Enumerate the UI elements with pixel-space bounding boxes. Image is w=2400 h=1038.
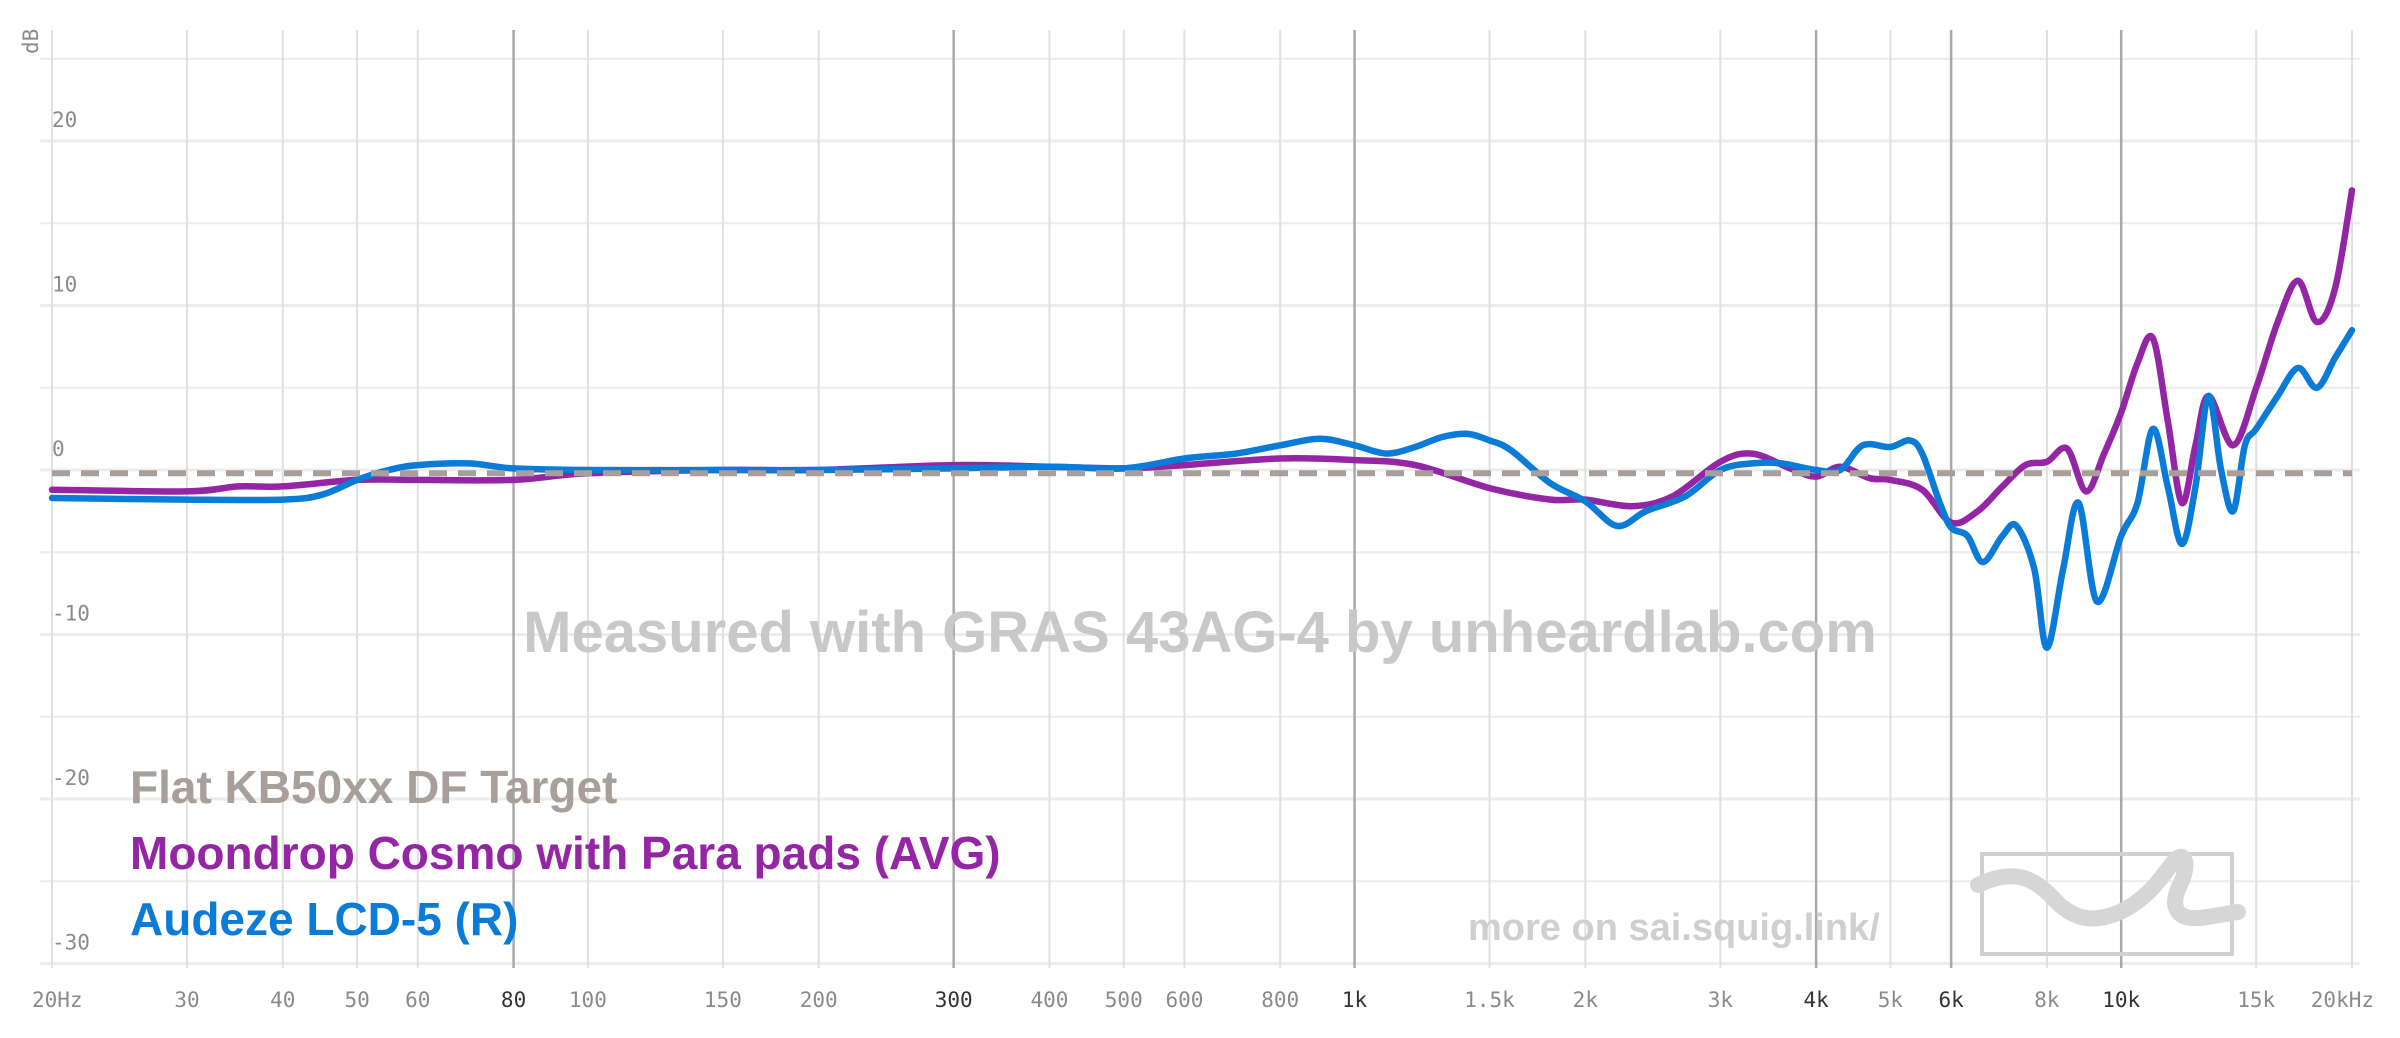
x-tick-label: 2k (1573, 988, 1599, 1012)
x-tick-label: 15k (2237, 988, 2275, 1012)
y-tick-label: -20 (52, 766, 90, 790)
x-tick-label: 1.5k (1464, 988, 1515, 1012)
legend-entry-audeze-lcd-5-r[interactable]: Audeze LCD-5 (R) (130, 893, 518, 945)
x-tick-label: 20Hz (32, 988, 83, 1012)
squiglink-logo (1970, 848, 2246, 956)
x-tick-label: 10k (2102, 988, 2140, 1012)
legend: Flat KB50xx DF Target Moondrop Cosmo with… (130, 761, 1001, 945)
x-tick-label: 300 (935, 988, 973, 1012)
x-tick-label: 40 (270, 988, 295, 1012)
x-tick-label: 200 (800, 988, 838, 1012)
footer-link-text: more on sai.squig.link/ (1468, 907, 1880, 949)
x-tick-label: 30 (174, 988, 199, 1012)
x-tick-label: 100 (569, 988, 607, 1012)
x-tick-label: 4k (1803, 988, 1829, 1012)
y-tick-label: 10 (52, 273, 77, 297)
x-tick-label: 6k (1938, 988, 1964, 1012)
x-tick-label: 600 (1165, 988, 1203, 1012)
series-lines (48, 187, 2356, 651)
x-tick-label: 20kHz (2311, 988, 2374, 1012)
x-tick-label: 5k (1878, 988, 1904, 1012)
x-tick-label: 800 (1261, 988, 1299, 1012)
x-tick-label: 500 (1105, 988, 1143, 1012)
x-tick-label: 150 (704, 988, 742, 1012)
x-tick-label: 400 (1030, 988, 1068, 1012)
x-tick-label: 3k (1708, 988, 1734, 1012)
y-tick-label: -30 (52, 931, 90, 955)
x-axis: 20Hz 30 40 50 60 80 100 150 200 300 400 500 600 800 1k… (32, 988, 2374, 1012)
y-tick-label: -10 (52, 602, 90, 626)
x-tick-label: 50 (344, 988, 369, 1012)
y-tick-label: 0 (52, 437, 65, 461)
series-line-audeze-lcd-5-r (48, 326, 2356, 651)
y-axis-label: dB (19, 29, 43, 54)
y-axis: dB 20 10 0 -10 -20 -30 (19, 29, 90, 955)
watermark-text: Measured with GRAS 43AG-4 by unheardlab.… (523, 600, 1877, 665)
x-tick-label: 80 (501, 988, 526, 1012)
x-tick-label: 60 (405, 988, 430, 1012)
x-tick-label: 8k (2034, 988, 2060, 1012)
x-tick-label: 1k (1342, 988, 1368, 1012)
legend-entry-flat-kb50xx-df-target[interactable]: Flat KB50xx DF Target (130, 761, 617, 813)
legend-entry-moondrop-cosmo-with-para-pads-avg[interactable]: Moondrop Cosmo with Para pads (AVG) (130, 827, 1001, 879)
y-tick-label: 20 (52, 108, 77, 132)
